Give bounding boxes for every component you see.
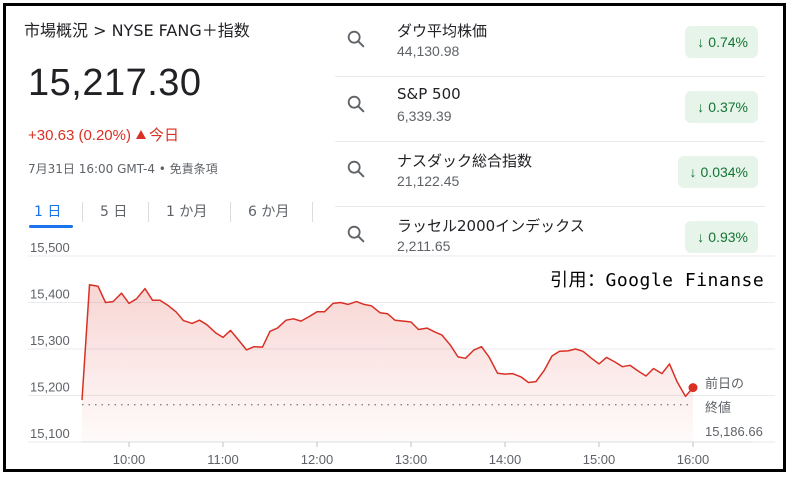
index-name: ラッセル2000インデックス: [397, 217, 585, 235]
price-area: [82, 284, 693, 442]
y-tick-label: 15,300: [30, 333, 70, 348]
change-percent: 0.74%: [708, 34, 748, 50]
down-arrow-icon: ↓: [697, 99, 705, 115]
range-tabs: 1 日 5 日 1 か月 6 か月: [26, 200, 326, 230]
x-tick-label: 11:00: [207, 452, 239, 467]
tab-6-month[interactable]: 6 か月: [248, 204, 290, 220]
row-divider: [335, 76, 765, 77]
last-price-dot: [688, 383, 698, 393]
index-row-russell2000[interactable]: ラッセル2000インデックス 2,211.65 ↓ 0.93%: [330, 207, 770, 271]
index-value: 21,122.45: [397, 173, 460, 189]
index-value: 2,211.65: [397, 238, 451, 254]
search-icon: [347, 95, 365, 113]
y-tick-label: 15,200: [30, 380, 70, 395]
tab-divider: [312, 202, 313, 222]
index-value: 6,339.39: [397, 108, 452, 124]
price-change: +30.63 (0.20%) 今日: [28, 124, 179, 145]
x-tick-label: 10:00: [113, 452, 146, 467]
change-badge: ↓ 0.74%: [685, 26, 758, 58]
row-divider: [335, 206, 765, 207]
change-percent: 0.37%: [708, 99, 748, 115]
up-arrow-icon: [136, 130, 146, 139]
tab-divider: [82, 202, 83, 222]
price-line: [81, 284, 694, 401]
change-percent: 0.93%: [708, 229, 748, 245]
change-value: +30.63 (0.20%): [28, 127, 131, 144]
index-row-dow[interactable]: ダウ平均株価 44,130.98 ↓ 0.74%: [330, 12, 770, 76]
index-name: ダウ平均株価: [397, 22, 488, 40]
breadcrumb[interactable]: 市場概況 > NYSE FANG＋指数: [24, 21, 250, 40]
tab-1-day[interactable]: 1 日: [34, 204, 62, 220]
index-name: S&P 500: [397, 85, 461, 103]
index-row-nasdaq[interactable]: ナスダック総合指数 21,122.45 ↓ 0.034%: [330, 142, 770, 206]
search-icon: [347, 160, 365, 178]
timestamp-disclaimer[interactable]: 7月31日 16:00 GMT-4 • 免責条項: [28, 162, 218, 176]
tab-5-day[interactable]: 5 日: [100, 204, 128, 220]
down-arrow-icon: ↓: [689, 164, 697, 180]
change-badge: ↓ 0.37%: [685, 91, 758, 123]
index-value: 44,130.98: [397, 43, 460, 59]
current-price: 15,217.30: [28, 62, 202, 104]
tab-divider: [230, 202, 231, 222]
tab-divider: [148, 202, 149, 222]
change-badge: ↓ 0.034%: [677, 156, 758, 188]
active-tab-indicator: [29, 225, 73, 228]
row-divider: [335, 141, 765, 142]
previous-close-label-line2: 終値: [705, 400, 731, 416]
previous-close-value: 15,186.66: [705, 424, 763, 439]
index-name: ナスダック総合指数: [397, 152, 533, 170]
change-badge: ↓ 0.93%: [685, 221, 758, 253]
citation-watermark: 引用：Google Finanse: [550, 270, 765, 291]
change-percent: 0.034%: [700, 164, 748, 180]
y-tick-label: 15,100: [30, 426, 70, 441]
change-period: 今日: [149, 127, 180, 144]
search-icon: [347, 30, 365, 48]
x-tick-label: 13:00: [395, 452, 428, 467]
x-tick-label: 14:00: [489, 452, 522, 467]
down-arrow-icon: ↓: [697, 229, 705, 245]
down-arrow-icon: ↓: [697, 34, 705, 50]
x-tick-label: 12:00: [301, 452, 334, 467]
x-tick-label: 15:00: [583, 452, 616, 467]
y-tick-label: 15,400: [30, 287, 70, 302]
tab-1-month[interactable]: 1 か月: [166, 204, 208, 220]
search-icon: [347, 225, 365, 243]
y-tick-label: 15,500: [30, 240, 70, 255]
index-row-sp500[interactable]: S&P 500 6,339.39 ↓ 0.37%: [330, 77, 770, 141]
previous-close-label-line1: 前日の: [705, 376, 744, 392]
x-tick-label: 16:00: [677, 452, 710, 467]
